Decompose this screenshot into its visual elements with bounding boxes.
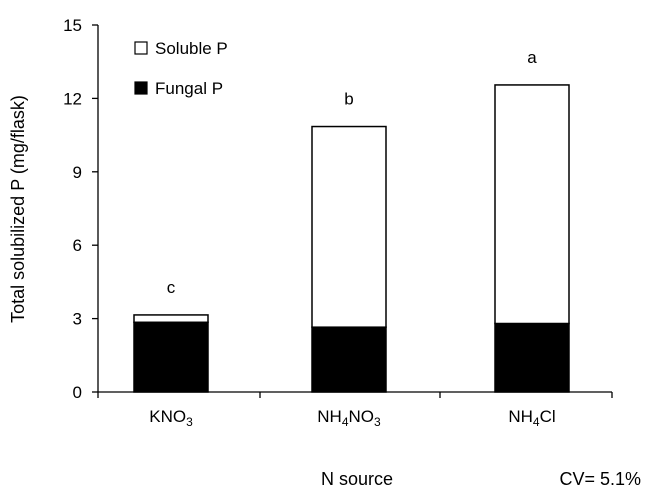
y-tick-label: 12 [63, 89, 82, 108]
legend-swatch-fungal [134, 81, 148, 95]
y-tick-label: 15 [63, 16, 82, 35]
bar-fungal-p-1 [133, 321, 209, 393]
legend-swatch-soluble [134, 41, 148, 55]
legend: Soluble P Fungal P [134, 39, 228, 98]
bar-fungal-p-2 [311, 326, 387, 393]
x-category-label: KNO3 [149, 407, 193, 429]
y-axis-title: Total solubilized P (mg/flask) [8, 95, 28, 323]
y-tick-label: 6 [73, 236, 82, 255]
significance-letter: b [344, 90, 353, 109]
significance-letter: c [167, 278, 176, 297]
significance-letter: a [527, 48, 537, 67]
x-category-label: NH4Cl [508, 407, 555, 429]
significance-letters: c b a [167, 48, 538, 297]
x-category-labels: KNO3 NH4NO3 NH4Cl [149, 407, 555, 429]
x-axis [97, 391, 613, 398]
bar-soluble-p-2 [311, 125, 387, 328]
y-tick-label: 9 [73, 163, 82, 182]
x-axis-title: N source [321, 469, 393, 489]
bar-fungal-p-3 [494, 322, 570, 393]
bar-soluble-p-1 [133, 314, 209, 324]
legend-label-soluble: Soluble P [155, 39, 228, 58]
cv-annotation: CV= 5.1% [559, 469, 641, 489]
bars [133, 84, 570, 393]
y-ticks: 0 3 6 9 12 15 [63, 16, 98, 402]
y-tick-label: 3 [73, 310, 82, 329]
bar-soluble-p-3 [494, 84, 570, 325]
x-category-label: NH4NO3 [317, 407, 381, 429]
y-tick-label: 0 [73, 383, 82, 402]
legend-label-fungal: Fungal P [155, 79, 223, 98]
